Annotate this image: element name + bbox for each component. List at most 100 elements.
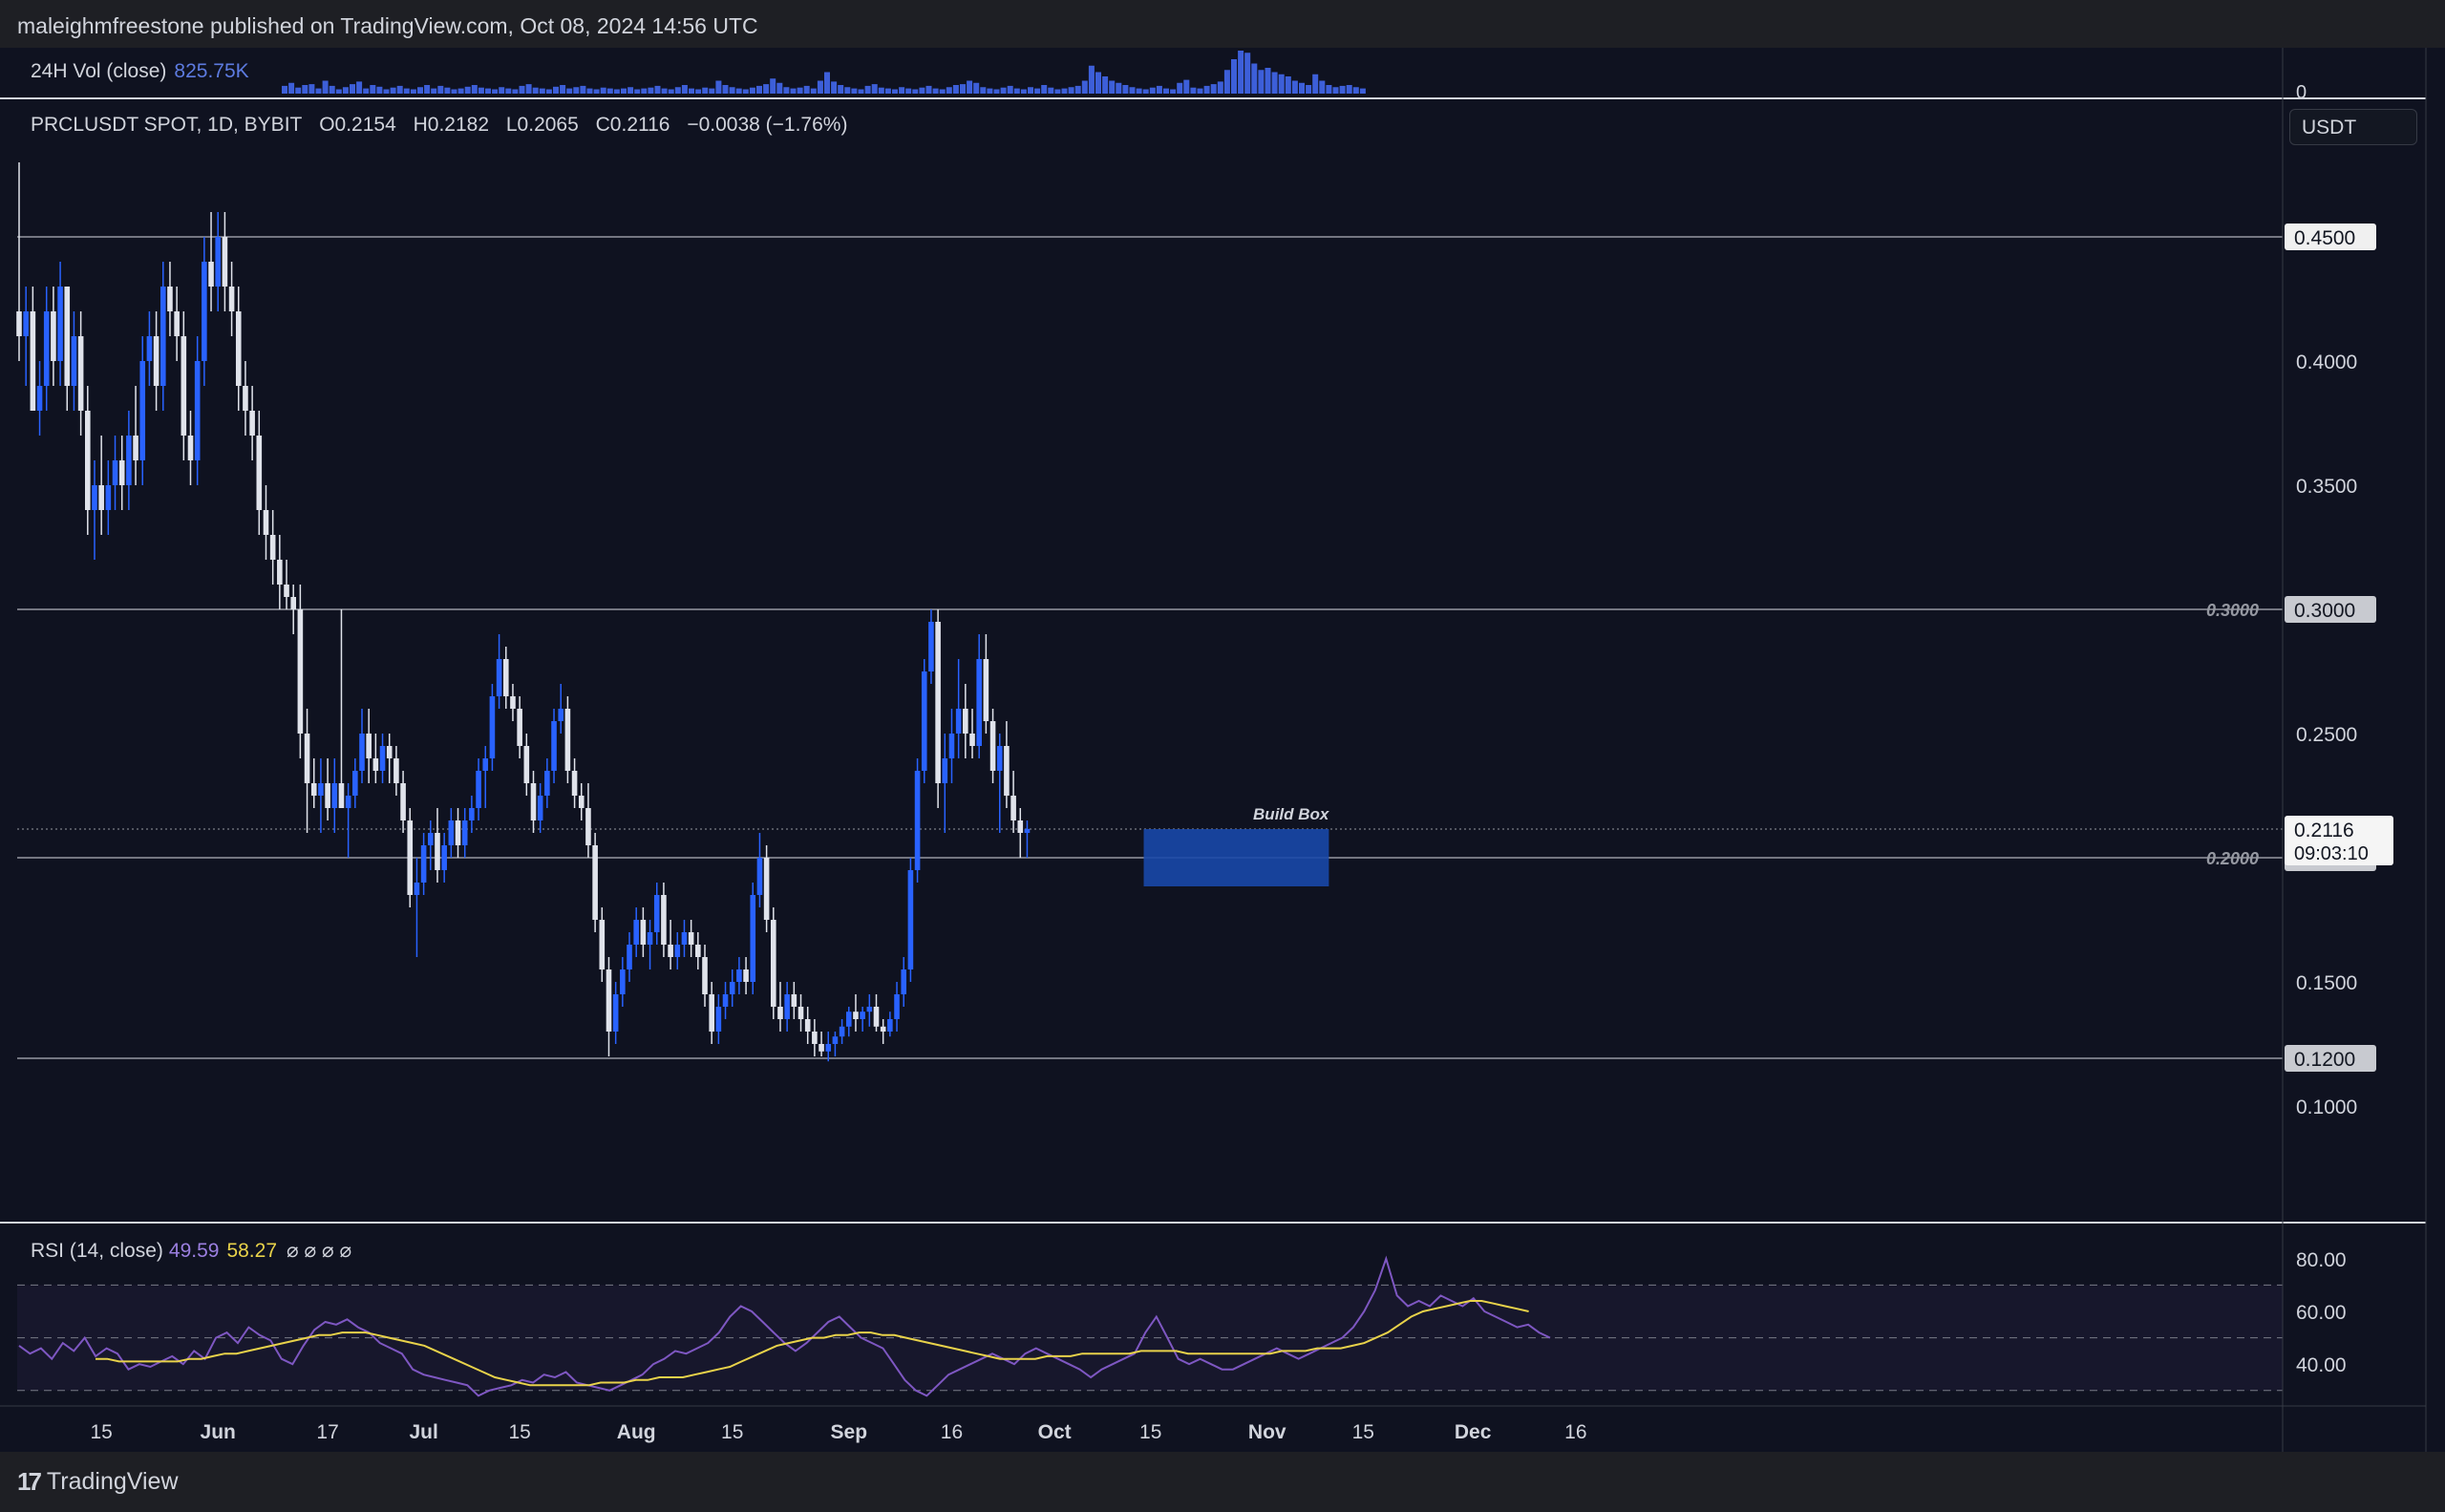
low-value: L0.2065 [505,114,579,136]
candle-body [688,932,694,945]
candle-body [153,336,159,386]
volume-bar [925,85,932,94]
candle-body [366,734,372,758]
volume-bar [1346,85,1352,94]
candle-body [400,783,406,820]
candle-body [277,560,283,585]
volume-bar [878,87,884,94]
currency-selector[interactable]: USDT [2289,109,2417,145]
candle-body [325,783,330,808]
price-tick-label: 0.4000 [2296,351,2357,373]
volume-bar [545,89,552,94]
candle-body [887,1019,893,1032]
candle-body [558,709,564,721]
candle-body [722,994,729,1007]
time-tick-label: 17 [316,1421,338,1443]
volume-bar [742,89,749,94]
candle-body [976,659,982,746]
volume-bar [424,85,431,94]
candle-body [489,696,496,758]
volume-bar [803,85,810,94]
candle-body [907,870,914,969]
candle-body [510,696,516,709]
volume-bar [1291,80,1298,94]
candle-body [304,734,310,783]
rsi-legend[interactable]: RSI (14, close) 49.59 58.27 ⌀ ⌀ ⌀ ⌀ [31,1239,351,1263]
volume-bar [1217,81,1223,94]
time-tick-label: 16 [941,1421,963,1443]
candle-body [969,734,975,746]
candle-body [455,820,461,845]
volume-bar [831,81,838,94]
candle-body [386,746,393,758]
rsi-tick-label: 40.00 [2296,1354,2347,1376]
volume-bar [1203,85,1210,94]
volume-bar [654,85,661,94]
volume-bar [770,78,776,94]
volume-bar [1095,72,1101,94]
candle-body [777,1007,783,1019]
close-value: C0.2116 [595,114,670,136]
tradingview-logo[interactable]: 17 TradingView [17,1467,179,1497]
volume-bar [905,88,912,94]
candle-body [393,758,399,783]
candle-body [284,585,289,597]
rsi-tick-label: 60.00 [2296,1302,2347,1324]
candle-body [435,833,440,870]
volume-bar [1061,88,1068,94]
volume-bar [648,87,654,94]
candle-body [331,783,338,808]
candle-body [530,783,537,820]
volume-bar [282,85,287,94]
candle-body [476,771,481,808]
volume-bar [1020,89,1027,94]
candle-body [77,336,84,411]
time-tick-label: Jul [409,1421,437,1443]
volume-bar [627,87,634,94]
volume-bar [505,88,512,94]
time-tick-label: 16 [1564,1421,1586,1443]
volume-bar [1013,88,1020,94]
volume-bar [960,84,966,94]
horizontal-levels[interactable]: 0.45000.30000.30000.20000.20000.12000.21… [17,224,2393,1072]
candle-body [763,858,770,920]
volume-bar [417,87,423,94]
volume-legend[interactable]: 24H Vol (close) 825.75K [31,60,249,83]
candle-body [523,746,530,783]
volume-bar [763,84,770,94]
volume-bar [315,88,322,94]
candle-body [627,945,632,969]
candle-body [578,796,585,808]
price-tick-label: 0.1000 [2296,1097,2357,1118]
candle-body [112,460,118,485]
volume-bar [838,85,844,94]
volume-bar [1299,82,1305,94]
volume-bar [444,87,451,94]
volume-bar [1319,80,1326,94]
volume-bar [478,87,484,94]
candle-body [441,845,447,870]
candle-body [105,485,112,510]
candle-body [901,969,907,994]
volume-bar [485,88,491,94]
candle-body [428,833,434,845]
last-price-countdown: 09:03:10 [2294,843,2369,864]
rsi-tick-label: 80.00 [2296,1249,2347,1271]
volume-bar [634,89,641,94]
candle-body [948,734,955,758]
price-tick-label: 0.1500 [2296,972,2357,994]
symbol-legend[interactable]: PRCLUSDT SPOT, 1D, BYBIT O0.2154 H0.2182… [31,114,859,137]
volume-bar [350,84,355,94]
volume-bar [457,88,464,94]
volume-bar [1251,63,1258,94]
volume-bar [932,88,939,94]
volume-bar [681,85,688,94]
build-box[interactable]: Build Box [1143,805,1330,886]
candle-body [756,858,763,895]
volume-bar [709,88,715,94]
candle-body [791,994,797,1007]
volume-bar [600,87,606,94]
candle-body [819,1044,824,1052]
volume-bar [946,87,952,94]
